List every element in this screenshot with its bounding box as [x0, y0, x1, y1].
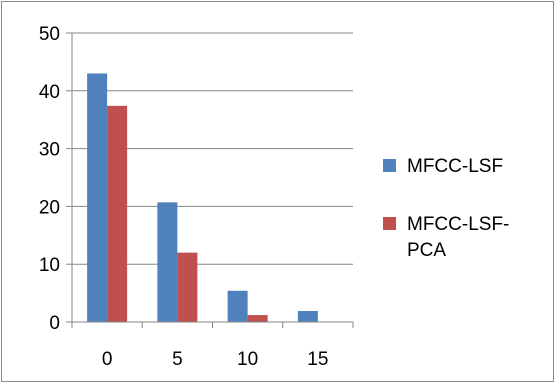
- bar-mfcc-lsf-pca-0: [107, 105, 128, 322]
- x-tick-label: 15: [307, 349, 328, 370]
- bar-mfcc-lsf-pca-10: [247, 315, 268, 322]
- legend-swatch: [383, 159, 396, 172]
- y-tick-label: 10: [39, 255, 60, 276]
- y-tick-labels: 0 10 20 30 40 50: [39, 24, 60, 334]
- legend: MFCC-LSF MFCC-LSF- PCA: [383, 156, 509, 261]
- bars: [87, 73, 318, 323]
- axes: [66, 32, 354, 328]
- y-tick-label: 20: [39, 197, 60, 218]
- x-tick-label: 10: [237, 349, 258, 370]
- x-tick-label: 0: [102, 349, 113, 370]
- y-tick-label: 40: [39, 82, 60, 103]
- bar-mfcc-lsf-10: [227, 290, 248, 322]
- legend-label: PCA: [407, 240, 446, 261]
- y-tick-label: 50: [39, 24, 60, 45]
- bar-mfcc-lsf-15: [297, 311, 318, 322]
- bar-mfcc-lsf-5: [157, 202, 178, 322]
- y-tick-label: 0: [49, 313, 60, 334]
- bar-mfcc-lsf-0: [87, 73, 108, 323]
- y-tick-label: 30: [39, 140, 60, 161]
- bar-mfcc-lsf-pca-5: [177, 252, 198, 322]
- x-tick-label: 5: [172, 349, 183, 370]
- x-tick-labels: 0 5 10 15: [102, 349, 329, 370]
- legend-label: MFCC-LSF-: [407, 214, 509, 235]
- legend-label: MFCC-LSF: [407, 156, 503, 177]
- legend-swatch: [383, 217, 396, 230]
